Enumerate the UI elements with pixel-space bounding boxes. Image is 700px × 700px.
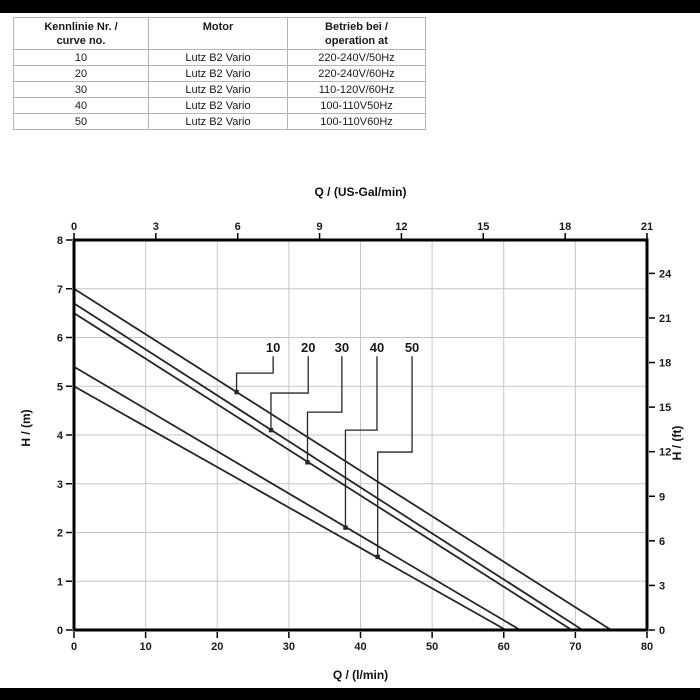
header-motor: Motor	[148, 17, 288, 50]
plot-border	[72, 238, 649, 632]
table-row: 50 Lutz B2 Vario 100-110V60Hz	[13, 113, 426, 130]
bottom-axis-tick-label: 50	[426, 641, 438, 653]
bottom-black-bar	[0, 688, 700, 700]
left-axis-tick-label: 1	[57, 576, 63, 588]
curve-marker-20	[268, 427, 274, 433]
table-row: 20 Lutz B2 Vario 220-240V/60Hz	[13, 65, 426, 82]
top-axis-tick-label: 18	[559, 221, 571, 233]
curve-label-50: 50	[405, 340, 419, 355]
table-header-row: Kennlinie Nr. / curve no. Motor Betrieb …	[13, 17, 426, 50]
header-operation: Betrieb bei / operation at	[287, 17, 426, 50]
curve-marker-50	[375, 554, 380, 560]
top-axis-title: Q / (US-Gal/min)	[314, 185, 407, 199]
table-row: 30 Lutz B2 Vario 110-120V/60Hz	[13, 81, 426, 98]
curve-40	[73, 365, 521, 631]
bottom-axis-tick-label: 30	[283, 641, 295, 653]
header-motor-line1: Motor	[202, 21, 234, 33]
right-axis-tick-label: 0	[659, 625, 665, 637]
top-axis-tick-label: 12	[395, 221, 407, 233]
top-black-bar	[0, 0, 700, 13]
curve-30	[73, 312, 573, 631]
left-axis-tick-label: 3	[57, 479, 63, 491]
operation-cell: 100-110V60Hz	[287, 113, 426, 130]
right-axis-tick-label: 21	[659, 313, 671, 325]
curve-leader-20	[270, 356, 309, 431]
curve-no-cell: 50	[13, 113, 149, 130]
operation-cell: 110-120V/60Hz	[287, 81, 426, 98]
curve-10	[73, 287, 612, 631]
header-operation-line2: operation at	[325, 35, 388, 47]
left-axis-tick-label: 5	[57, 381, 63, 393]
motor-cell: Lutz B2 Vario	[148, 113, 288, 130]
curve-marker-30	[305, 460, 310, 465]
bottom-axis-tick-label: 0	[71, 641, 77, 653]
top-axis-tick-label: 6	[235, 221, 241, 233]
bottom-axis-tick-label: 10	[140, 641, 152, 653]
right-axis-tick-label: 9	[659, 491, 665, 503]
header-curve-no-line1: Kennlinie Nr. /	[44, 21, 118, 33]
top-axis-tick-label: 3	[153, 221, 159, 233]
curve-label-10: 10	[266, 340, 280, 355]
right-axis-tick-label: 3	[659, 580, 665, 592]
right-axis-tick-label: 24	[659, 268, 672, 280]
curve-no-cell: 40	[13, 97, 149, 114]
curve-leader-50	[377, 356, 413, 557]
left-axis-tick-label: 0	[57, 625, 63, 637]
motor-curve-table: Kennlinie Nr. / curve no. Motor Betrieb …	[13, 17, 426, 130]
motor-cell: Lutz B2 Vario	[148, 65, 288, 82]
top-axis-tick-label: 15	[477, 221, 489, 233]
left-axis-tick-label: 2	[57, 528, 63, 540]
header-operation-line1: Betrieb bei /	[325, 21, 388, 33]
operation-cell: 220-240V/60Hz	[287, 65, 426, 82]
header-curve-no-line2: curve no.	[56, 35, 106, 47]
curve-marker-40	[343, 525, 348, 530]
curve-label-40: 40	[370, 340, 384, 355]
right-axis-tick-label: 6	[659, 536, 665, 548]
bottom-axis-tick-label: 20	[211, 641, 223, 653]
bottom-axis-tick-label: 40	[354, 641, 366, 653]
left-axis-tick-label: 6	[57, 333, 63, 345]
left-axis-tick-label: 8	[57, 235, 63, 247]
right-axis-tick-label: 18	[659, 358, 671, 370]
top-axis-tick-label: 21	[641, 221, 653, 233]
curve-leader-40	[344, 356, 378, 528]
top-axis-tick-label: 9	[317, 221, 323, 233]
bottom-axis-tick-label: 70	[569, 641, 581, 653]
curve-50	[73, 385, 507, 631]
curve-label-30: 30	[335, 340, 349, 355]
curve-label-20: 20	[301, 340, 315, 355]
top-axis-tick-label: 0	[71, 221, 77, 233]
curve-leader-10	[235, 356, 274, 393]
curve-leader-30	[306, 356, 343, 463]
curve-marker-10	[234, 389, 239, 395]
right-axis-tick-label: 12	[659, 447, 671, 459]
bottom-axis-title: Q / (l/min)	[332, 668, 389, 682]
curve-20	[73, 302, 584, 631]
bottom-axis-tick-label: 60	[498, 641, 510, 653]
left-axis-tick-label: 7	[57, 284, 63, 296]
left-axis-tick-label: 4	[57, 430, 64, 442]
header-curve-no: Kennlinie Nr. / curve no.	[13, 17, 149, 50]
right-axis-tick-label: 15	[659, 402, 671, 414]
bottom-axis-tick-label: 80	[641, 641, 653, 653]
